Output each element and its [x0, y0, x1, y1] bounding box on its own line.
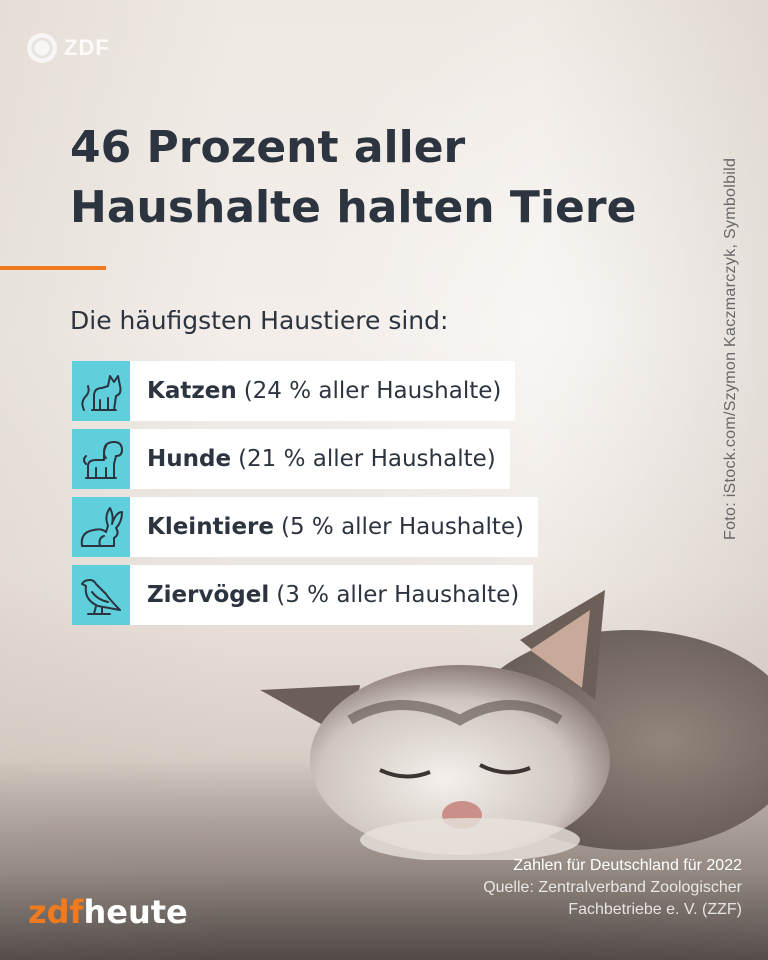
source-line-1: Quelle: Zentralverband Zoologischer — [483, 879, 742, 896]
kitten-photo — [260, 590, 768, 860]
source-title: Zahlen für Deutschland für 2022 — [513, 857, 742, 874]
pet-label-small-animals: Kleintiere (5 % aller Haushalte) — [133, 497, 539, 557]
pet-item-cats: Katzen (24 % aller Haushalte) — [72, 361, 538, 421]
pet-name: Katzen — [147, 378, 237, 404]
pet-name: Kleintiere — [147, 514, 274, 540]
pet-label-dogs: Hunde (21 % aller Haushalte) — [133, 429, 510, 489]
source-block: Zahlen für Deutschland für 2022 Quelle: … — [483, 855, 742, 921]
subheading: Die häufigsten Haustiere sind: — [70, 306, 449, 335]
pet-share: (5 % aller Haushalte) — [280, 514, 525, 540]
headline-line-2: Haushalte halten Tiere — [70, 182, 637, 233]
zdfheute-logo: zdfheute — [28, 893, 188, 931]
pet-item-birds: Ziervögel (3 % aller Haushalte) — [72, 565, 538, 625]
pet-label-cats: Katzen (24 % aller Haushalte) — [133, 361, 516, 421]
pet-label-birds: Ziervögel (3 % aller Haushalte) — [133, 565, 534, 625]
pet-item-small-animals: Kleintiere (5 % aller Haushalte) — [72, 497, 539, 557]
rabbit-icon — [72, 497, 133, 557]
pet-share: (3 % aller Haushalte) — [276, 582, 520, 608]
headline: 46 Prozent aller Haushalte halten Tiere — [70, 118, 710, 238]
bird-icon — [72, 565, 133, 625]
logo-heute: heute — [83, 893, 188, 931]
accent-line — [0, 266, 106, 270]
pet-list: Katzen (24 % aller Haushalte) Hunde (21 … — [72, 361, 539, 633]
cat-icon — [72, 361, 133, 421]
pet-name: Ziervögel — [147, 582, 270, 608]
pet-name: Hunde — [147, 446, 232, 472]
dog-icon — [72, 429, 133, 489]
headline-line-1: 46 Prozent aller — [70, 122, 466, 173]
source-line-2: Fachbetriebe e. V. (ZZF) — [568, 901, 742, 918]
pet-item-dogs: Hunde (21 % aller Haushalte) — [72, 429, 538, 489]
zdf-watermark-text: ZDF — [64, 35, 110, 60]
pet-share: (21 % aller Haushalte) — [238, 446, 496, 472]
photo-credit: Foto: iStock.com/Szymon Kaczmarczyk, Sym… — [722, 157, 739, 540]
zdf-watermark: ZDF — [24, 30, 110, 66]
logo-zdf: zdf — [28, 893, 84, 931]
pet-share: (24 % aller Haushalte) — [243, 378, 502, 404]
zdf-logo-icon — [27, 33, 57, 63]
